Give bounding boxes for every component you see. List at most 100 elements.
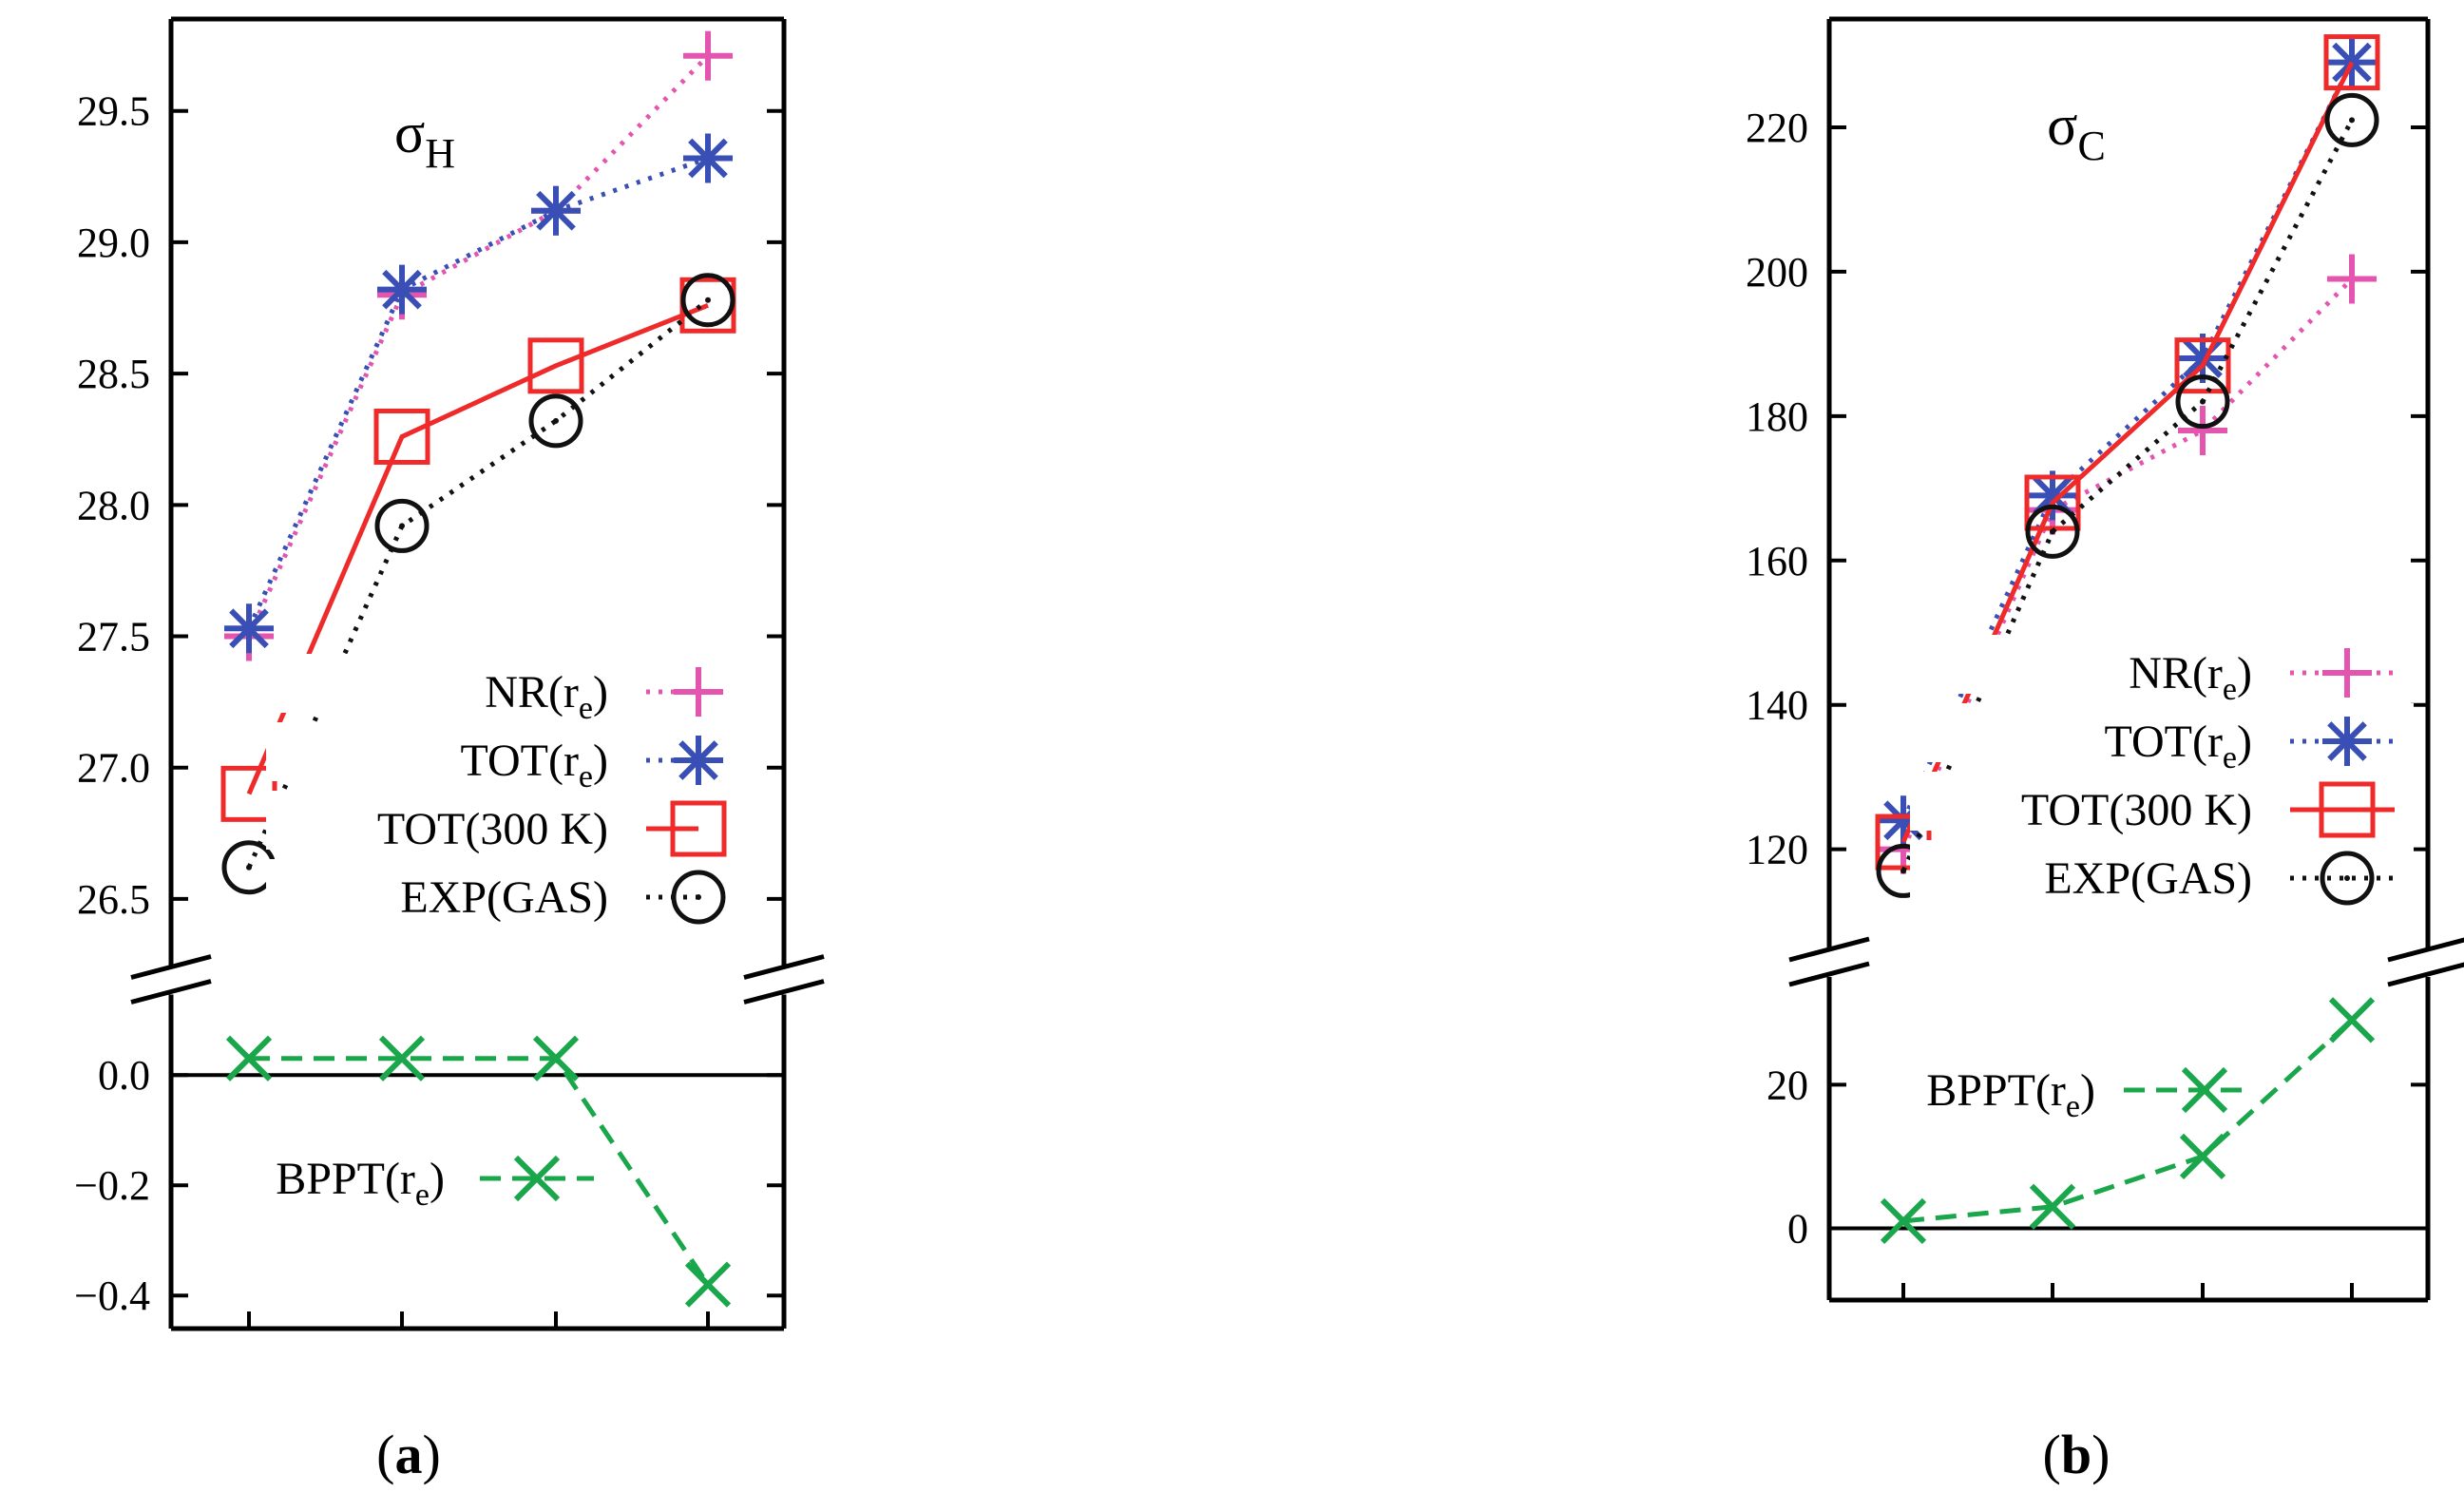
data-point	[2175, 374, 2230, 430]
legend-bg	[266, 791, 717, 850]
legend-label-close: )	[430, 1154, 445, 1204]
axis-break-mark	[1788, 936, 1870, 987]
y-tick-label: 140	[1746, 682, 1808, 729]
data-point-center	[2344, 875, 2350, 881]
panel-title-main: σ	[394, 102, 425, 164]
legend-label-main: NR(r	[2129, 648, 2223, 699]
data-point	[684, 1261, 732, 1308]
series-line	[249, 1056, 711, 1286]
caption-letter: b	[2061, 1424, 2092, 1485]
series-bppt	[1880, 997, 2376, 1245]
legend-label: TOT(300 K)	[377, 804, 608, 854]
chart-panel-b: 120140160180200220020σCNR(re)TOT(re)TOT(…	[1746, 16, 2464, 1485]
y-tick-label: 29.0	[77, 220, 150, 266]
y-tick-label: 0.0	[98, 1052, 150, 1099]
data-point-center	[705, 297, 711, 303]
data-point	[2323, 34, 2380, 91]
data-point	[683, 133, 733, 183]
caption-open: (	[2043, 1424, 2061, 1485]
legend-bg	[266, 654, 717, 713]
legend-label-main: NR(r	[485, 667, 579, 718]
data-point	[2178, 406, 2227, 456]
caption-close: )	[2092, 1424, 2110, 1485]
data-point-center	[399, 523, 405, 529]
legend-label-main: EXP(GAS)	[400, 872, 608, 923]
data-point	[2322, 717, 2372, 766]
legend-label-main: TOT(300 K)	[377, 804, 608, 854]
data-point	[683, 30, 733, 81]
y-tick-label: 0	[1787, 1205, 1808, 1252]
legend-label-main: EXP(GAS)	[2044, 853, 2252, 904]
legend-entry: EXP(GAS)	[1910, 840, 2414, 906]
data-point-center	[2200, 398, 2206, 405]
legend-label-main: BPPT(r	[276, 1154, 415, 1204]
y-tick-label: 180	[1746, 393, 1808, 440]
data-point	[2327, 254, 2377, 304]
legend-label-sub: e	[579, 691, 593, 726]
data-point	[1880, 1197, 1927, 1245]
legend-label-sub: e	[2223, 740, 2237, 775]
legend-entry: TOT(re)	[266, 722, 723, 794]
data-point-center	[553, 417, 559, 424]
legend-entry: TOT(re)	[1910, 703, 2414, 775]
y-tick-label: −0.4	[74, 1273, 150, 1319]
legend-label-main: TOT(r	[461, 736, 579, 786]
axis-break-mark	[2387, 937, 2464, 987]
legend-entry: BPPT(re)	[1926, 1065, 2243, 1124]
axis-break-mark	[130, 954, 212, 1005]
data-point	[2029, 1183, 2076, 1230]
legend-label-close: )	[2080, 1065, 2095, 1116]
legend-entry: NR(re)	[1910, 635, 2414, 707]
legend-label-sub: e	[415, 1177, 430, 1213]
panel-title: σC	[2047, 94, 2106, 169]
data-point	[2179, 1133, 2226, 1180]
legend-label-sub: e	[2066, 1089, 2080, 1124]
legend-entry: TOT(300 K)	[1910, 772, 2414, 838]
series-bppt	[225, 1035, 732, 1308]
data-point-center	[246, 864, 252, 871]
data-point	[2320, 851, 2375, 906]
data-point-center	[2050, 528, 2055, 535]
data-point	[528, 393, 583, 449]
data-point	[2025, 504, 2080, 559]
legend-label-main: BPPT(r	[1926, 1065, 2066, 1116]
y-tick-label: 27.0	[77, 745, 150, 792]
panel-title-main: σ	[2047, 94, 2077, 157]
panel-caption: (b)	[2043, 1424, 2111, 1485]
series-line	[1902, 1018, 2354, 1224]
data-point	[2174, 337, 2231, 394]
legend-label-sub: e	[2223, 672, 2237, 707]
data-point	[532, 1035, 580, 1081]
data-point	[2028, 470, 2077, 521]
data-point	[377, 264, 427, 315]
legend-entry: BPPT(re)	[276, 1154, 594, 1213]
y-tick-label: 28.0	[77, 482, 150, 528]
legend-label: BPPT(re)	[1926, 1065, 2095, 1124]
legend-bg	[1910, 772, 2414, 831]
series-line	[246, 156, 709, 630]
data-point	[674, 667, 723, 717]
data-point	[674, 736, 723, 785]
data-point	[373, 408, 430, 465]
data-point-center	[2349, 117, 2355, 124]
legend-bg	[266, 722, 717, 781]
y-tick-label: 120	[1746, 827, 1808, 873]
y-tick-label: 28.5	[77, 351, 150, 397]
series-1	[224, 133, 733, 654]
legend-label-sub: e	[579, 759, 593, 794]
legend-label-close: )	[2237, 717, 2252, 767]
legend-label: EXP(GAS)	[2044, 853, 2252, 904]
y-tick-label: −0.2	[74, 1162, 150, 1209]
data-point	[527, 337, 584, 394]
legend-label: TOT(re)	[461, 736, 608, 794]
data-point	[2322, 648, 2372, 698]
data-point	[374, 498, 430, 553]
data-point	[1879, 795, 1928, 846]
caption-close: )	[423, 1424, 441, 1485]
series-line	[1901, 61, 2355, 822]
data-point	[2319, 781, 2376, 838]
data-point	[513, 1155, 561, 1202]
panel-title: σH	[394, 102, 455, 177]
caption-letter: a	[395, 1424, 423, 1485]
